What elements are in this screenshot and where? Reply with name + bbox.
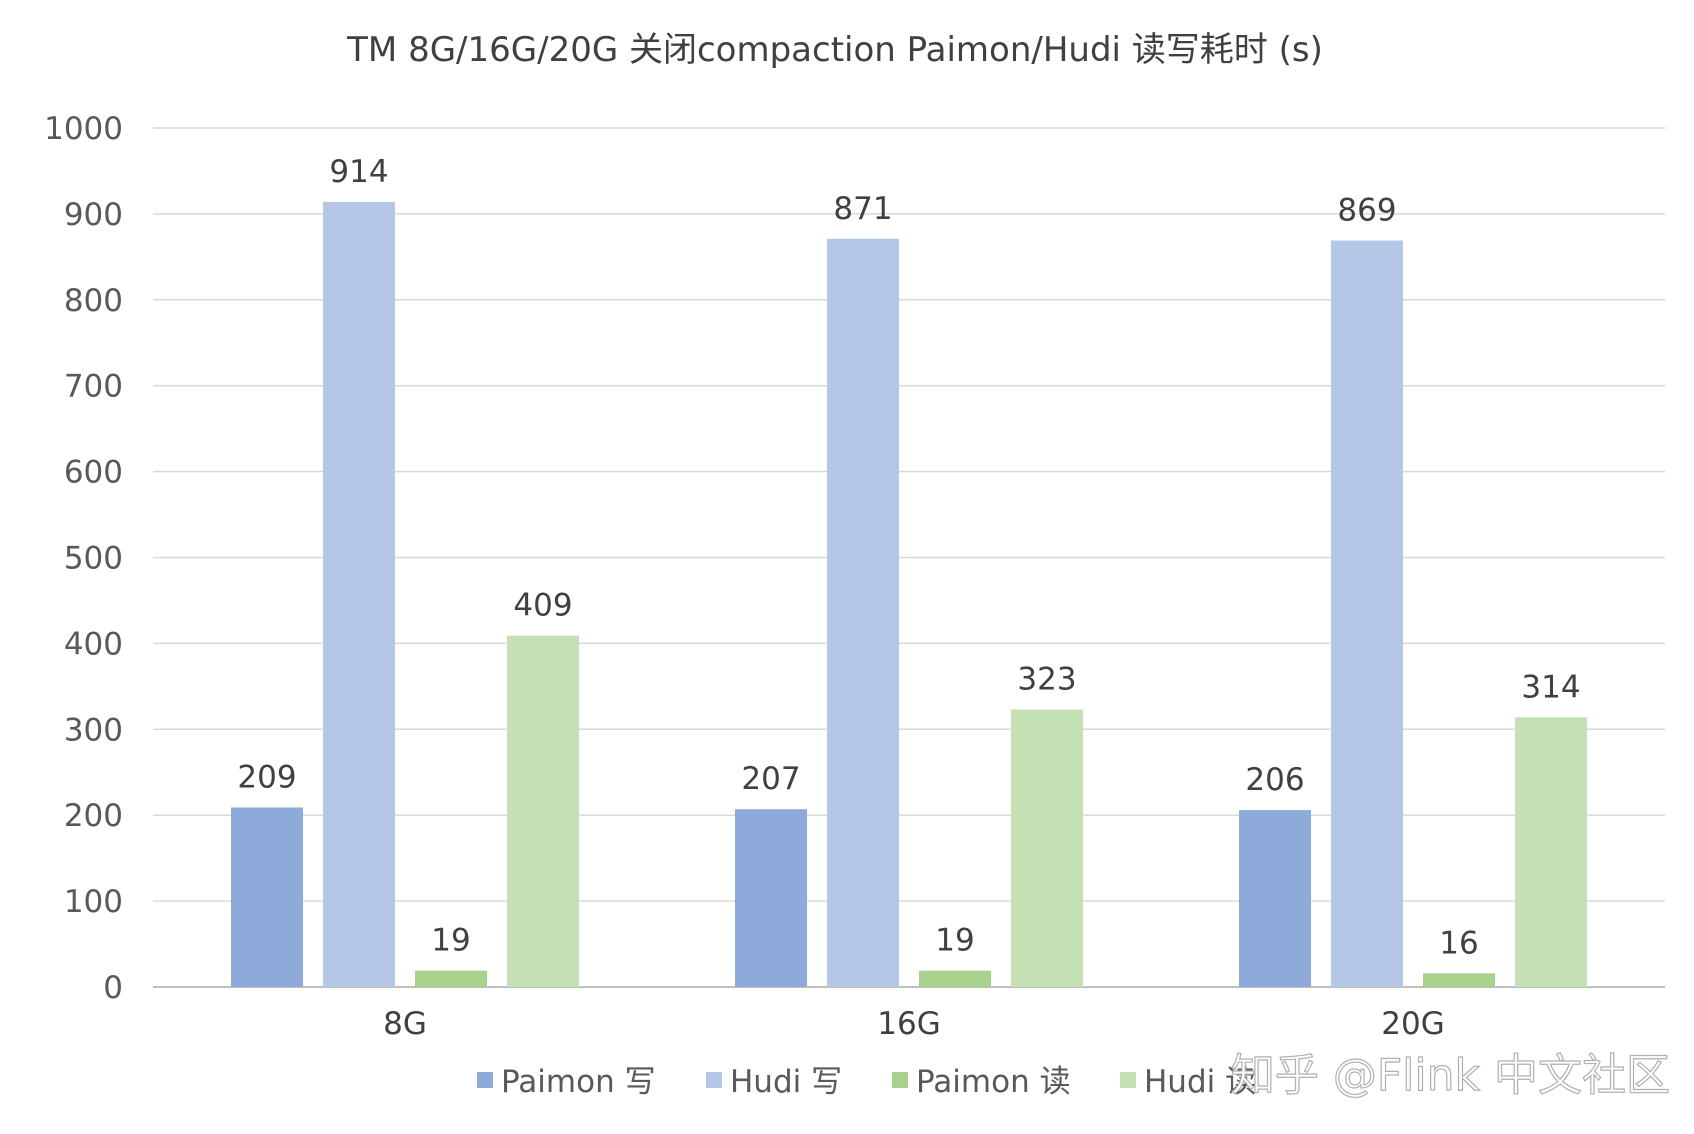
bar-8G-series-2 (415, 970, 487, 987)
data-label-8G-series-2: 19 (431, 923, 470, 959)
data-label-8G-series-1: 914 (329, 154, 388, 190)
data-label-8G-series-0: 209 (237, 759, 296, 795)
data-label-16G-series-3: 323 (1017, 662, 1076, 698)
y-tick-label-200: 200 (64, 798, 123, 834)
legend-swatch-series-2 (892, 1072, 908, 1088)
data-label-20G-series-1: 869 (1337, 193, 1396, 229)
legend-swatch-series-3 (1120, 1072, 1136, 1088)
legend-label-series-0: Paimon 写 (501, 1064, 656, 1100)
y-tick-label-1000: 1000 (44, 111, 123, 147)
bar-20G-series-2 (1423, 973, 1495, 987)
y-axis-tick-labels: 0 100 200 300 400 500 600 700 800 900 1000 (44, 111, 123, 1006)
y-tick-label-600: 600 (64, 455, 123, 491)
y-tick-label-300: 300 (64, 712, 123, 748)
data-labels: 209 914 19 409 207 871 19 323 206 869 16 314 (237, 154, 1580, 961)
y-tick-label-100: 100 (64, 884, 123, 920)
bar-8G-series-0 (231, 807, 303, 987)
bar-20G-series-3 (1515, 717, 1587, 987)
data-label-20G-series-2: 16 (1439, 925, 1478, 961)
bar-20G-series-1 (1331, 240, 1403, 988)
bar-8G-series-3 (507, 635, 579, 987)
data-label-16G-series-2: 19 (935, 923, 974, 959)
data-label-16G-series-1: 871 (833, 191, 892, 227)
watermark: 知乎 @Flink 中文社区 (1231, 1050, 1670, 1101)
bar-16G-series-1 (827, 238, 899, 987)
legend-label-series-2: Paimon 读 (916, 1064, 1071, 1100)
data-label-20G-series-0: 206 (1245, 762, 1304, 798)
data-label-20G-series-3: 314 (1521, 669, 1580, 705)
chart-title: TM 8G/16G/20G 关闭compaction Paimon/Hudi 读… (346, 30, 1323, 70)
x-category-label-16G: 16G (877, 1006, 940, 1042)
y-tick-label-700: 700 (64, 369, 123, 405)
legend: Paimon 写 Hudi 写 Paimon 读 Hudi 读 (477, 1064, 1256, 1100)
bar-16G-series-3 (1011, 709, 1083, 987)
x-axis-category-labels: 8G 16G 20G (383, 1006, 1445, 1042)
y-tick-label-500: 500 (64, 541, 123, 577)
legend-label-series-1: Hudi 写 (730, 1064, 842, 1100)
bars (231, 201, 1587, 988)
data-label-16G-series-0: 207 (741, 761, 800, 797)
legend-label-series-3: Hudi 读 (1144, 1064, 1256, 1100)
bar-20G-series-0 (1239, 810, 1311, 987)
bar-16G-series-0 (735, 809, 807, 987)
gridlines (153, 127, 1665, 988)
legend-swatch-series-1 (706, 1072, 722, 1088)
bar-16G-series-2 (919, 970, 991, 987)
x-category-label-8G: 8G (383, 1006, 427, 1042)
y-tick-label-0: 0 (103, 970, 123, 1006)
y-tick-label-400: 400 (64, 626, 123, 662)
y-tick-label-800: 800 (64, 283, 123, 319)
legend-swatch-series-0 (477, 1072, 493, 1088)
bar-8G-series-1 (323, 201, 395, 987)
data-label-8G-series-3: 409 (513, 588, 572, 624)
x-category-label-20G: 20G (1381, 1006, 1444, 1042)
y-tick-label-900: 900 (64, 197, 123, 233)
